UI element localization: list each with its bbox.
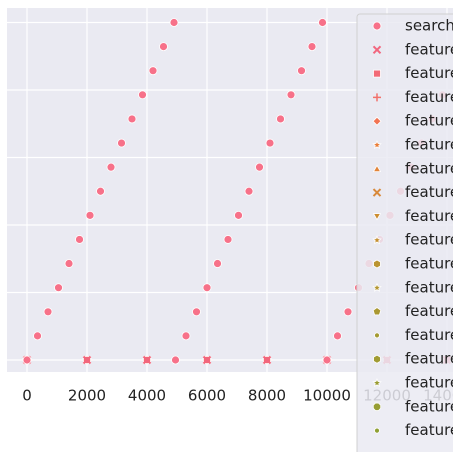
marker [322,355,332,365]
marker [297,66,306,76]
legend-label: feature [405,88,453,106]
marker [64,259,74,268]
marker [372,377,382,388]
legend-label: feature [405,397,453,415]
x-tick-label: 2000 [68,387,106,405]
marker [202,355,212,365]
marker [22,355,32,365]
marker [373,69,381,78]
marker [138,90,147,100]
marker [372,139,382,150]
marker [372,164,382,173]
marker [127,114,137,124]
legend-box [356,13,453,452]
legend-label: search [405,17,453,35]
marker [262,355,272,365]
marker [244,186,254,196]
marker [213,259,222,268]
marker [223,235,233,244]
marker [307,42,317,52]
marker [202,283,212,293]
marker [373,93,381,102]
marker [265,138,275,148]
marker [318,18,327,27]
marker [192,307,201,317]
marker [82,355,92,365]
marker [106,162,116,172]
legend-label: feature [405,350,453,368]
marker [333,331,342,341]
marker [372,116,382,126]
x-tick-label: 4000 [128,387,166,405]
marker [374,332,380,339]
marker [373,259,381,269]
legend: search feature feature feature feature featur… [372,17,453,439]
x-tick-label: 0 [22,387,32,405]
marker [372,282,382,292]
legend-label: feature [405,421,453,439]
marker [85,210,95,220]
legend-label: feature [405,136,453,154]
marker [372,307,382,316]
legend-label: feature [405,64,453,82]
marker [374,427,380,434]
marker [372,213,382,221]
legend-label: feature [405,374,453,392]
marker [373,354,381,364]
marker [372,402,382,411]
marker [117,138,126,148]
legend-label: feature [405,159,453,177]
marker [43,307,53,317]
legend-label: feature [405,112,453,130]
marker [159,42,168,52]
marker [33,331,42,341]
legend-label: feature [405,255,453,273]
marker [142,355,152,365]
legend-label: feature [405,231,453,249]
marker [75,235,84,244]
marker [372,21,382,31]
marker [171,355,180,365]
marker [169,18,179,27]
marker [255,162,264,172]
marker [343,307,353,317]
legend-label: feature [405,207,453,225]
marker [372,45,382,55]
marker [148,66,158,76]
x-tick-label: 10000 [303,387,351,405]
legend-label: feature [405,183,453,201]
ticks: 02000400060008000100001200014000 [22,387,453,405]
legend-label: feature [405,278,453,296]
marker [181,331,191,341]
legend-label: feature [405,40,453,58]
marker [286,90,296,100]
legend-label: feature [405,326,453,344]
marker [372,188,382,197]
x-tick-label: 6000 [188,387,226,405]
marker [234,210,243,220]
marker [276,114,285,124]
marker [54,283,63,293]
legend-label: feature [405,302,453,320]
marker [372,235,382,245]
x-tick-label: 8000 [248,387,286,405]
marker [96,186,105,196]
